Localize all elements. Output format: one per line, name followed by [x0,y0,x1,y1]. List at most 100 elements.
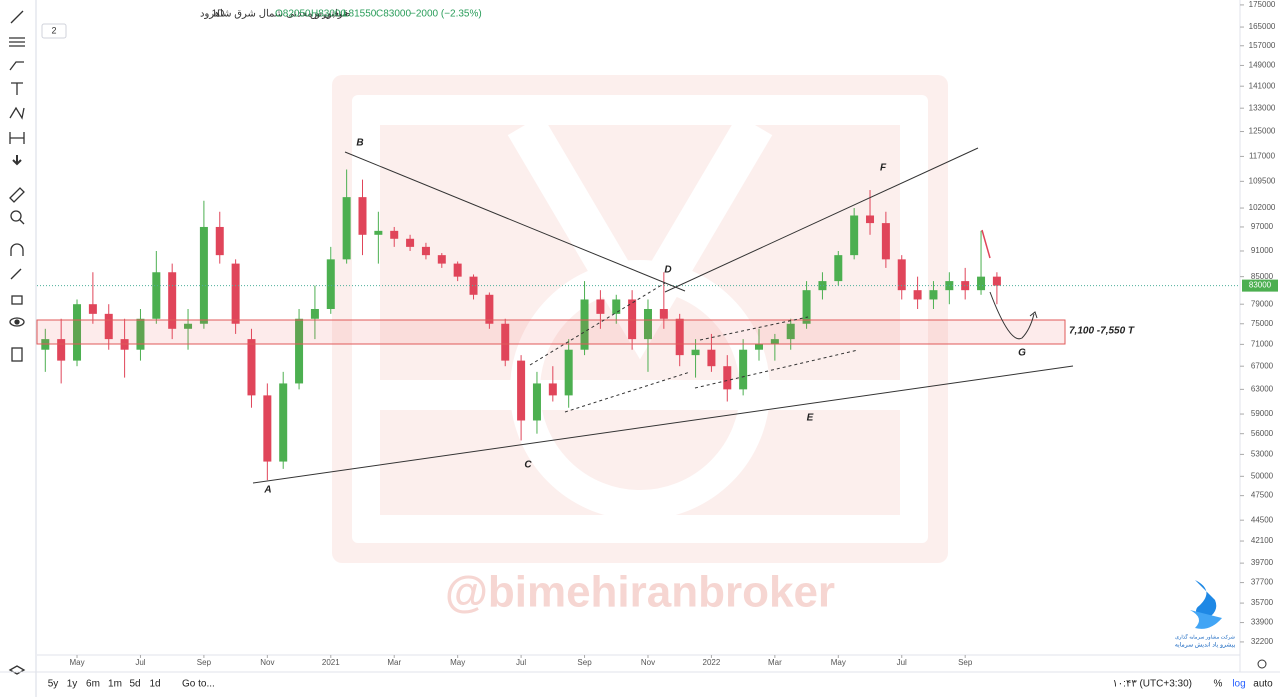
left-toolbar[interactable] [0,0,37,697]
y-tick-label: 133000 [1249,103,1276,112]
candle-body [850,215,859,256]
candle-body [612,299,621,314]
point-label: B [356,138,363,149]
candle-body [770,339,779,345]
clock: ۱۰:۴۳ (UTC+3:30) [1112,679,1192,690]
y-tick-label: 91000 [1251,246,1274,255]
y-tick-label: 149000 [1249,61,1276,70]
candle-body [152,272,161,319]
candle-body [199,226,208,324]
x-tick-label: Jul [516,658,526,667]
last-price-label: 83000 [1249,281,1272,290]
y-tick-label: 141000 [1249,81,1276,90]
point-label: C [524,460,532,471]
candle-body [184,323,193,329]
ohlc-low: L81550 [343,9,377,20]
x-tick-label: Jul [135,658,145,667]
candle-body [326,259,335,309]
candle-body [295,318,304,384]
candle-body [73,304,82,361]
candle-body [437,255,446,264]
candle-body [215,226,224,256]
candle-body [104,313,113,340]
range-button[interactable]: 5y [48,679,59,690]
y-tick-label: 67000 [1251,361,1274,370]
candle-body [834,255,843,282]
x-tick-label: Sep [197,658,212,667]
ohlc-high: H83000 [311,9,346,20]
candle-body [628,299,637,340]
candle-body [279,383,288,462]
y-tick-label: 32200 [1251,637,1274,646]
x-tick-label: 2021 [322,658,340,667]
candle-body [421,246,430,256]
y-tick-label: 175000 [1249,0,1276,9]
candle-body [755,344,763,350]
point-label: G [1018,348,1026,359]
candle-body [453,263,462,277]
goto-button[interactable]: Go to... [182,679,215,690]
log-toggle[interactable]: log [1232,679,1245,690]
candle-body [897,259,906,291]
x-tick-label: Nov [641,658,655,667]
point-label: D [664,265,671,276]
interval: 1D [212,9,225,20]
candle-body [596,299,605,314]
y-tick-label: 102000 [1249,203,1276,212]
y-tick-label: 59000 [1251,409,1274,418]
candle-body [786,323,795,340]
candle-body [881,223,890,260]
y-tick-label: 44500 [1251,515,1274,524]
settings-button[interactable] [1257,659,1267,669]
candle-body [961,281,970,291]
range-button[interactable]: 5d [129,679,140,690]
candle-body [310,308,319,319]
candle-body [992,276,1001,286]
x-tick-label: Mar [387,658,401,667]
symbol-name: صنعتی و معدنی شمال شرق شاهرود [200,9,351,20]
y-tick-label: 109500 [1249,176,1276,185]
percent-toggle[interactable]: % [1214,679,1223,690]
range-button[interactable]: 6m [86,679,100,690]
y-tick-label: 56000 [1251,429,1274,438]
candle-body [866,215,875,224]
candle-body [406,238,415,247]
y-tick-label: 117000 [1249,152,1276,161]
range-button[interactable]: 1d [149,679,160,690]
candle-body [548,383,557,396]
y-tick-label: 79000 [1251,299,1274,308]
x-tick-label: Mar [768,658,782,667]
x-tick-label: May [450,658,465,667]
candle-body [739,349,748,390]
auto-toggle[interactable]: auto [1253,679,1273,690]
y-tick-label: 35700 [1251,598,1274,607]
y-tick-label: 75000 [1251,319,1274,328]
candle-body [517,360,526,421]
candle-body [691,349,700,356]
candle-body [469,276,478,295]
candle-body [659,308,668,319]
y-tick-label: 71000 [1251,339,1274,348]
y-tick-label: 42100 [1251,536,1274,545]
range-button[interactable]: 1y [67,679,78,690]
y-tick-label: 157000 [1249,41,1276,50]
candle-body [247,339,256,396]
y-tick-label: 39700 [1251,558,1274,567]
x-tick-label: 2022 [703,658,721,667]
indicators-toggle[interactable] [41,23,67,39]
candle-body [802,290,811,324]
candle-body [675,318,684,356]
candle-body [580,299,589,350]
range-button[interactable]: 1m [108,679,122,690]
y-tick-label: 97000 [1251,222,1274,231]
candle-body [564,349,573,396]
x-tick-label: May [831,658,846,667]
candle-body [818,281,827,291]
candle-body [532,383,541,421]
plot: 175000 165000 157000 149000 141000 133000 1250… [37,0,1278,667]
y-tick-label: 165000 [1249,22,1276,31]
candle-body [88,304,97,314]
symbol: قرابورس [310,9,348,20]
last-price-box [1242,279,1278,292]
